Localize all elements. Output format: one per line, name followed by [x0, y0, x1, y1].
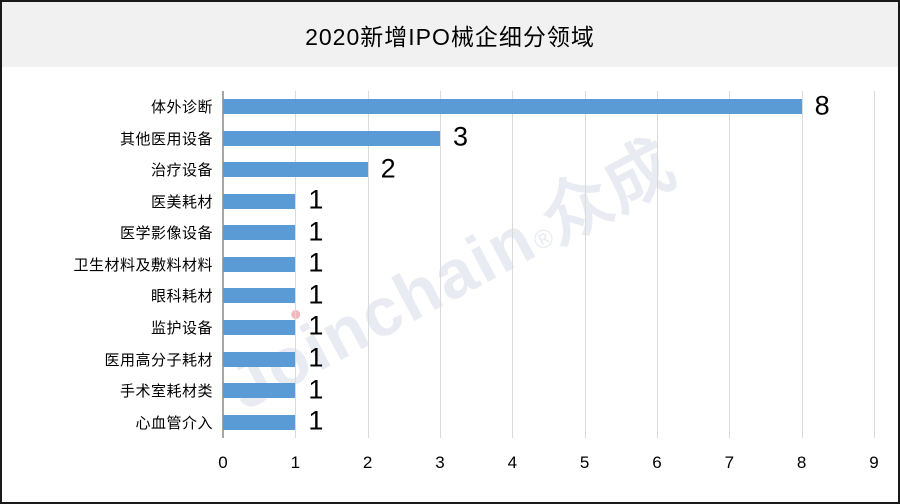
- bar-row: 1: [223, 186, 874, 218]
- category-label: 监护设备: [150, 319, 213, 337]
- bar-value-label: 1: [308, 310, 324, 341]
- category-label: 眼科耗材: [150, 288, 213, 306]
- x-tick-label: 1: [290, 453, 301, 472]
- bar-row: 1: [223, 406, 874, 438]
- category-label: 医美耗材: [150, 193, 213, 211]
- bar-value-label: 1: [308, 342, 324, 373]
- category-label: 医用高分子耗材: [104, 351, 213, 369]
- x-tick-label: 4: [507, 453, 518, 472]
- bar-row: 2: [223, 154, 874, 186]
- bar-row: 1: [223, 312, 874, 344]
- bar: [223, 193, 296, 209]
- bar-value-label: 1: [308, 374, 324, 405]
- category-label: 医学影像设备: [119, 225, 213, 243]
- category-axis-labels: 体外诊断其他医用设备治疗设备医美耗材医学影像设备卫生材料及敷料材料眼科耗材监护设…: [2, 91, 213, 438]
- gridline: [440, 91, 441, 438]
- bar-row: 1: [223, 217, 874, 249]
- bar: [223, 256, 296, 272]
- bar-row: 1: [223, 249, 874, 281]
- bar: [223, 162, 368, 178]
- x-tick-label: 9: [869, 453, 879, 472]
- category-label: 治疗设备: [150, 162, 213, 180]
- bar-value-label: 8: [814, 90, 830, 121]
- gridline: [584, 91, 586, 438]
- category-label: 其他医用设备: [119, 130, 213, 148]
- x-tick-label: 0: [218, 453, 228, 472]
- bar: [223, 414, 296, 430]
- bar-value-label: 1: [308, 279, 324, 310]
- gridline: [874, 91, 875, 438]
- bar-value-label: 2: [380, 153, 396, 184]
- bar: [223, 225, 296, 241]
- bar: [223, 99, 802, 115]
- value-axis-tick-labels: 0 1 2 3 4 5 6 7 8 9: [218, 452, 878, 474]
- x-tick-label: 8: [796, 453, 807, 472]
- bar: [223, 319, 296, 335]
- x-tick-label: 3: [435, 453, 445, 472]
- chart-title-bar: 2020新增IPO械企细分领域: [2, 2, 898, 67]
- bar-value-label: 1: [308, 405, 324, 436]
- category-label: 体外诊断: [150, 99, 213, 117]
- gridline: [367, 91, 369, 438]
- bar-row: 1: [223, 280, 874, 312]
- gridline: [295, 91, 297, 438]
- x-tick-label: 2: [362, 453, 373, 472]
- bar-value-label: 1: [308, 216, 324, 247]
- gridline: [729, 91, 731, 438]
- category-label: 卫生材料及敷料材料: [73, 256, 213, 274]
- bar-row: 1: [223, 375, 874, 407]
- bar-row: 1: [223, 343, 874, 375]
- bar-row: 8: [223, 91, 874, 123]
- gridline: [801, 91, 803, 438]
- bar-row: 3: [223, 123, 874, 155]
- bar: [223, 288, 296, 304]
- gridline: [512, 91, 514, 438]
- bar: [223, 383, 296, 399]
- x-tick-label: 5: [579, 453, 590, 472]
- gridline: [657, 91, 658, 438]
- bar: [223, 351, 296, 367]
- x-tick-label: 6: [652, 453, 662, 472]
- bar-value-label: 1: [308, 247, 324, 278]
- bar-value-label: 3: [453, 121, 469, 152]
- category-label: 手术室耗材类: [119, 383, 213, 401]
- bar: [223, 130, 440, 146]
- x-tick-label: 7: [724, 453, 735, 472]
- category-label: 心血管介入: [135, 414, 213, 432]
- chart-title: 2020新增IPO械企细分领域: [305, 23, 595, 50]
- bar-value-label: 1: [308, 184, 324, 215]
- chart-panel: Joinchain®众成 体外诊断 其他医用设备 治疗设备 医美耗材 医学影像设备 卫生材…: [2, 67, 898, 502]
